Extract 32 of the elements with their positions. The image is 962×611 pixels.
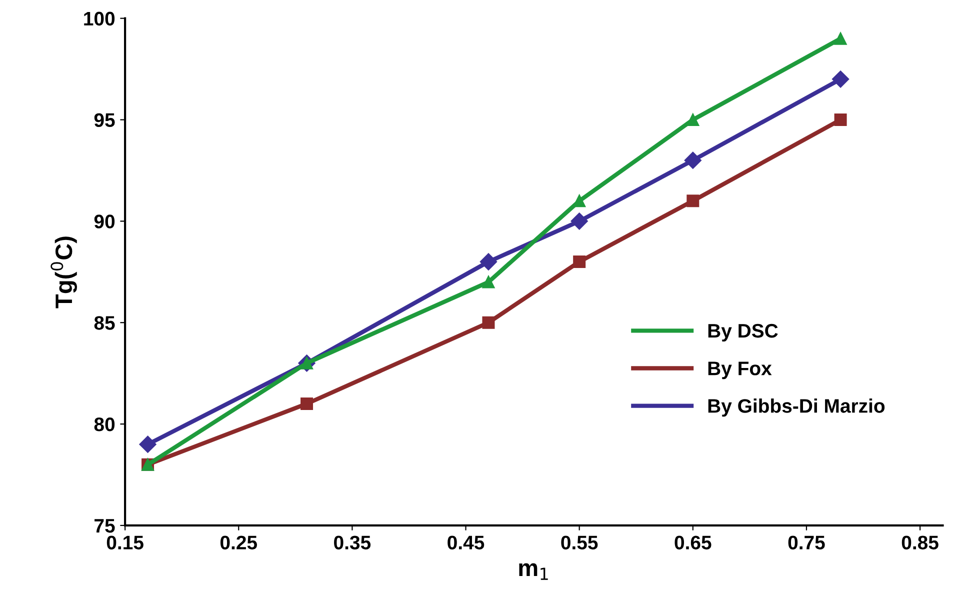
x-tick-label: 0.35 bbox=[334, 536, 371, 550]
y-tick-label: 90 bbox=[94, 214, 115, 228]
point bbox=[834, 32, 847, 45]
point bbox=[686, 114, 700, 126]
point bbox=[686, 194, 700, 208]
point bbox=[684, 152, 702, 169]
point bbox=[834, 114, 847, 126]
x-tick-label: 0.75 bbox=[788, 536, 825, 550]
point bbox=[300, 398, 314, 410]
point bbox=[139, 436, 156, 453]
y-tick-label: 75 bbox=[94, 519, 115, 533]
y-tick-label: 80 bbox=[94, 418, 115, 432]
point bbox=[832, 70, 850, 88]
y-tick-label: 100 bbox=[84, 12, 115, 26]
point bbox=[570, 212, 588, 230]
x-tick-label: 0.65 bbox=[674, 536, 712, 550]
x-axis-title: m$_{1}$ bbox=[519, 563, 548, 580]
legend-label: By Fox bbox=[708, 362, 772, 380]
x-tick-label: 0.55 bbox=[561, 536, 598, 550]
point bbox=[480, 253, 498, 270]
legend-label: By Gibbs-Di Marzio bbox=[708, 398, 885, 417]
x-tick-label: 0.25 bbox=[220, 536, 258, 550]
legend-label: By DSC bbox=[708, 324, 778, 342]
point bbox=[573, 256, 586, 268]
point bbox=[482, 316, 495, 329]
y-tick-label: 85 bbox=[94, 316, 115, 330]
x-tick-label: 0.15 bbox=[106, 536, 144, 550]
x-tick-label: 0.85 bbox=[902, 536, 938, 550]
x-tick-label: 0.45 bbox=[448, 536, 484, 550]
y-tick-label: 95 bbox=[94, 113, 115, 127]
point bbox=[482, 276, 495, 288]
y-axis-title: Tg($^{0}$C) bbox=[50, 236, 77, 308]
